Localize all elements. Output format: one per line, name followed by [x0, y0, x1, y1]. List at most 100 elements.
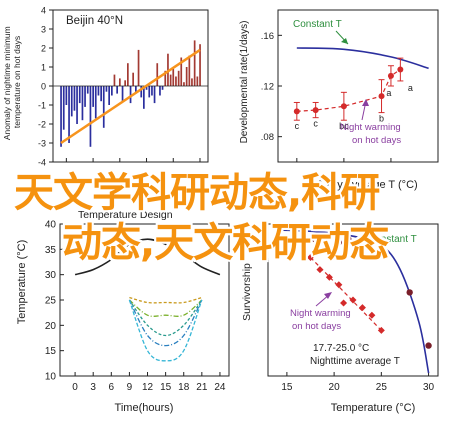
anomaly-bar [161, 86, 164, 90]
rate-y-tick-label: .16 [261, 31, 274, 42]
rate-night-annotation-line1: Night warming [340, 122, 401, 133]
anomaly-bar [196, 76, 199, 86]
surv-y-axis-label: Survivorship [241, 263, 253, 321]
anomaly-y-tick-label: -2 [38, 120, 46, 130]
anomaly-y-tick-label: -4 [38, 158, 46, 168]
anomaly-bar [129, 86, 132, 104]
rate-night-arrowhead [362, 99, 369, 106]
surv-night-point [358, 304, 366, 312]
anomaly-bar [143, 86, 145, 109]
anomaly-bar [89, 86, 92, 147]
surv-plot-frame [267, 223, 439, 377]
anomaly-bar [60, 86, 62, 147]
rate-constant-arrowhead [341, 38, 348, 44]
design-y-tick-label: 30 [45, 270, 57, 281]
surv-constant-fit [277, 229, 430, 374]
anomaly-bar [167, 53, 169, 86]
anomaly-bar [169, 74, 172, 86]
surv-night-point [377, 326, 385, 334]
surv-nighttime-annotation: Nighttime average T [310, 356, 400, 367]
surv-constant-point [312, 236, 319, 243]
anomaly-bar [105, 86, 108, 92]
surv-constant-point [345, 236, 352, 243]
anomaly-bar [84, 86, 86, 107]
anomaly-bar [68, 86, 70, 143]
anomaly-bar [73, 86, 76, 111]
design-x-tick-label: 0 [72, 382, 78, 393]
design-x-tick-label: 18 [178, 382, 190, 393]
rate-y-tick-label: .12 [261, 82, 274, 93]
rate-point [387, 72, 394, 79]
surv-night-point [335, 281, 343, 289]
anomaly-bar [78, 86, 81, 104]
rate-x-axis-label: Daily average T (°C) [318, 179, 417, 191]
anomaly-bar [153, 86, 156, 104]
survivorship-chart: Survivorship Temperature (°C) 15 20 25 30 Co… [241, 223, 439, 414]
design-x-tick-label: 15 [160, 382, 172, 393]
anomaly-bar [113, 74, 116, 86]
anomaly-bar [191, 78, 193, 86]
design-night-curve [128, 299, 203, 337]
rate-night-annotation-line2: on hot days [352, 135, 401, 146]
surv-constant-point [335, 239, 343, 246]
anomaly-bar [137, 49, 140, 86]
anomaly-bar [124, 80, 126, 86]
surv-night-point [349, 296, 357, 304]
anomaly-bar [76, 86, 78, 124]
rate-constant-annotation: Constant T [293, 19, 342, 30]
design-x-tick-label: 24 [214, 382, 226, 393]
anomaly-bar [70, 86, 73, 117]
design-y-tick-label: 40 [45, 220, 57, 231]
design-x-tick-label: 21 [196, 382, 208, 393]
anomaly-trend-line [60, 48, 201, 145]
rate-point [312, 107, 319, 114]
surv-x-tick-label: 30 [423, 382, 435, 393]
anomaly-bar [180, 57, 183, 86]
surv-night-point [340, 299, 348, 307]
rate-y-tick-label: .08 [261, 132, 274, 143]
anomaly-bar [62, 86, 65, 130]
anomaly-bar [81, 86, 84, 121]
anomaly-bar [172, 68, 175, 86]
anomaly-y-axis-label-line: Anomaly of nightime minimum [2, 26, 12, 140]
design-chart-title: Temperature Design [78, 209, 173, 221]
anomaly-y-tick-label: 4 [41, 6, 46, 16]
rate-point [397, 66, 404, 73]
surv-x-axis-label: Temperature (°C) [331, 402, 415, 414]
anomaly-y-axis-label: Anomaly of nightime minimum temperature … [2, 24, 22, 140]
anomaly-chart-title: Beijin 40°N [66, 15, 123, 27]
rate-point-letter: c [295, 121, 300, 131]
anomaly-bar [102, 86, 105, 128]
surv-constant-point [326, 232, 333, 240]
anomaly-bar [193, 40, 196, 86]
anomaly-bar-chart: Beijin 40°N Anomaly of nightime minimum … [2, 6, 209, 168]
surv-constant-point [406, 289, 413, 296]
design-y-axis-label: Temperature (°C) [16, 240, 28, 324]
anomaly-bar [111, 86, 113, 96]
rate-point-letter: a [408, 83, 413, 93]
surv-night-arrowhead [324, 292, 332, 299]
design-x-tick-label: 9 [127, 382, 133, 393]
surv-night-annotation-line1: Night warming [290, 308, 351, 319]
rate-point [340, 103, 347, 110]
anomaly-bar [188, 55, 191, 86]
surv-night-point [307, 253, 314, 261]
design-y-tick-label: 35 [45, 245, 57, 256]
surv-constant-point [378, 251, 385, 258]
anomaly-y-tick-label: 0 [41, 82, 46, 92]
anomaly-bar [94, 86, 97, 119]
rate-point-letter: a [386, 88, 391, 98]
anomaly-bar [145, 86, 148, 90]
anomaly-y-axis-label-line: temperature on hot days [12, 36, 22, 128]
anomaly-bar [159, 86, 161, 96]
design-night-curve [128, 299, 203, 362]
anomaly-bar [116, 86, 118, 94]
anomaly-y-tick-label: -1 [38, 101, 46, 111]
design-y-tick-label: 15 [45, 346, 57, 357]
anomaly-bar [199, 44, 201, 86]
temperature-design-chart: Temperature Design Temperature (°C) Time… [16, 209, 230, 414]
anomaly-bar [119, 78, 121, 86]
rate-constant-line [296, 47, 429, 70]
anomaly-bar [65, 86, 68, 105]
